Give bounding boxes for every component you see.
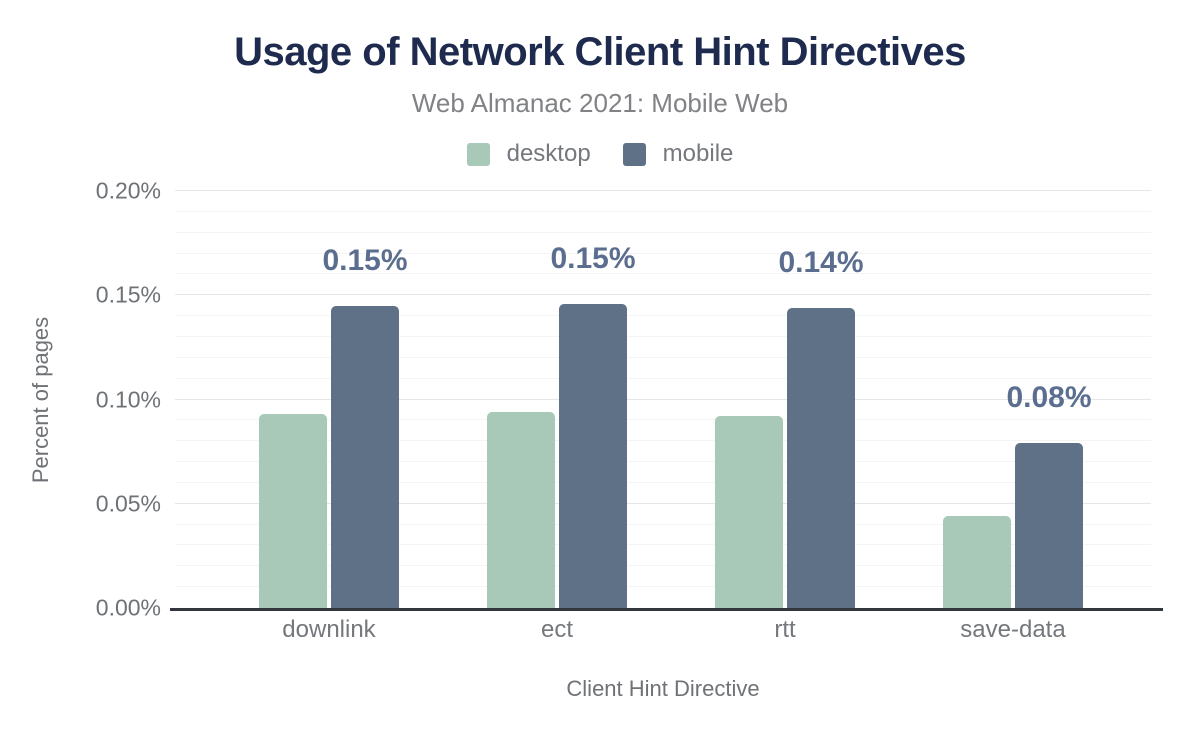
gridline — [175, 210, 1151, 212]
gridline — [175, 294, 1151, 296]
bar-mobile-downlink: 0.15% — [322, 244, 408, 608]
y-axis-tick-label: 0.20% — [95, 177, 161, 204]
bar-group-downlink: 0.15% — [215, 191, 443, 608]
gridline — [175, 586, 1151, 588]
gridline — [175, 377, 1151, 379]
y-axis-tick-label: 0.05% — [95, 490, 161, 517]
x-axis-tick-label-downlink: downlink — [282, 616, 376, 643]
y-axis-ticks: 0.00% 0.05% 0.10% 0.15% 0.20% — [0, 178, 161, 621]
gridline — [175, 544, 1151, 546]
gridline — [175, 252, 1151, 254]
legend-item-desktop[interactable]: desktop — [466, 140, 591, 168]
bar-value-label: 0.15% — [550, 241, 636, 275]
legend-label-mobile: mobile — [662, 140, 734, 167]
gridline — [175, 190, 1151, 191]
plot-area: 0.15% 0.15% 0.14% 0.08% — [170, 190, 1163, 611]
gridline — [175, 335, 1151, 337]
gridline — [175, 419, 1151, 421]
bar-desktop-rtt — [715, 416, 783, 608]
gridline — [175, 315, 1151, 317]
x-axis-title: Client Hint Directive — [566, 676, 760, 701]
gridline — [175, 502, 1151, 504]
bar-group-save-data: 0.08% — [899, 191, 1127, 608]
bar-group-rtt: 0.14% — [671, 191, 899, 608]
legend-color-swatch-desktop — [466, 142, 490, 166]
gridline — [175, 356, 1151, 358]
x-axis-ticks: downlink ect rtt save-data — [175, 616, 1151, 644]
bar-group-ect: 0.15% — [443, 191, 671, 608]
y-axis-tick-label: 0.00% — [95, 594, 161, 621]
gridline — [175, 481, 1151, 483]
bar-desktop-ect — [487, 412, 555, 608]
legend-color-swatch-mobile — [622, 142, 646, 166]
x-axis-tick-label-rtt: rtt — [774, 616, 796, 643]
bar-desktop-downlink — [259, 414, 327, 608]
x-axis-tick-label-save-data: save-data — [960, 616, 1066, 643]
gridline — [175, 523, 1151, 525]
x-axis-line — [170, 608, 1163, 611]
bar-value-label: 0.14% — [778, 245, 864, 279]
bars-row: 0.15% 0.15% 0.14% 0.08% — [175, 191, 1151, 608]
gridline — [175, 231, 1151, 233]
gridline — [175, 398, 1151, 400]
bar-value-label: 0.08% — [1006, 381, 1092, 415]
y-axis-tick-label: 0.10% — [95, 386, 161, 412]
gridline — [175, 461, 1151, 463]
chart-subtitle: Web Almanac 2021: Mobile Web — [411, 88, 789, 118]
gridline — [175, 440, 1151, 442]
gridline — [175, 273, 1151, 275]
legend-label-desktop: desktop — [506, 140, 591, 167]
legend-item-mobile[interactable]: mobile — [622, 140, 734, 168]
y-axis-tick-label: 0.15% — [95, 281, 161, 308]
chart-legend: desktop mobile — [0, 140, 1200, 168]
bar-mobile-ect: 0.15% — [550, 242, 636, 608]
x-axis-tick-label-ect: ect — [540, 616, 573, 643]
gridline — [175, 565, 1151, 567]
bar-mobile-save-data: 0.08% — [1006, 381, 1092, 608]
chart-title: Usage of Network Client Hint Directives — [234, 30, 966, 74]
bar-desktop-save-data — [943, 516, 1011, 608]
bar-value-label: 0.15% — [322, 243, 408, 277]
bar-mobile-rtt: 0.14% — [778, 246, 864, 608]
